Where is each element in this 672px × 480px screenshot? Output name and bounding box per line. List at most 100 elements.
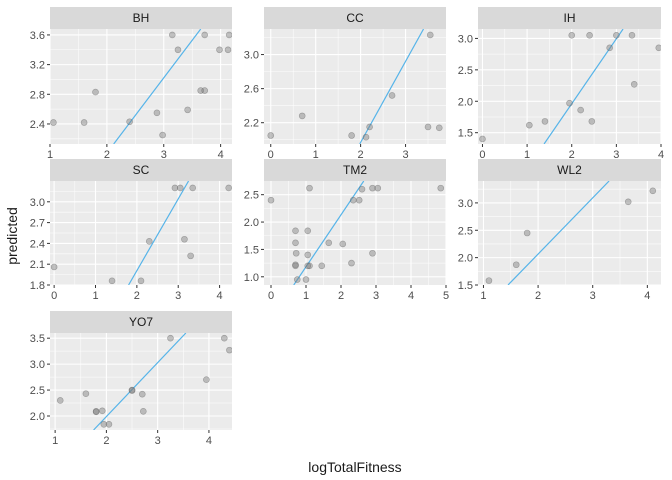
x-tick-label: 1 (313, 149, 319, 161)
y-tick-label: 2.7 (30, 218, 45, 230)
y-tick-label: 3.5 (30, 333, 45, 345)
data-point (267, 132, 275, 139)
data-point (201, 87, 208, 94)
facet-strip-label: CC (346, 11, 364, 25)
x-tick-label: 1 (303, 290, 309, 302)
y-tick-label: 2.4 (30, 119, 45, 131)
x-tick-label: 1 (480, 290, 486, 302)
x-tick-label: 4 (408, 290, 414, 302)
data-point (159, 131, 166, 139)
panel-content (50, 29, 232, 144)
data-point (92, 408, 100, 416)
data-point (50, 263, 58, 271)
data-point (358, 185, 366, 193)
data-point (292, 261, 299, 269)
x-tick-label: 3 (175, 290, 181, 302)
y-tick-label: 3.0 (458, 198, 473, 210)
facet-wl2: WL2 1.5 2.0 2.5 3.0 1 2 3 4 (458, 159, 661, 302)
x-tick-label: 4 (218, 149, 224, 161)
data-point (630, 81, 638, 88)
x-tick-label: 3 (155, 435, 161, 447)
data-point (349, 196, 357, 204)
x-tick-label: 4 (658, 149, 664, 161)
x-tick-label: 2 (358, 149, 364, 161)
x-tick-label: 0 (268, 149, 274, 161)
data-point (225, 184, 232, 192)
panel-content (50, 333, 232, 430)
facet-strip (50, 159, 232, 181)
data-point (171, 184, 179, 192)
data-point (523, 229, 531, 237)
x-tick-label: 2 (104, 149, 110, 161)
facet-cc: CC 2.2 2.6 3.0 0 1 2 3 (244, 7, 446, 161)
data-point (100, 420, 108, 428)
panel-content (264, 29, 446, 144)
panel-background (50, 29, 232, 144)
x-tick-label: 1 (524, 149, 530, 161)
data-point (369, 184, 376, 192)
data-point (187, 252, 194, 260)
facet-strip-label: BH (133, 11, 150, 25)
data-point (298, 112, 306, 120)
data-point (98, 407, 106, 415)
data-point (606, 44, 613, 52)
data-point (304, 251, 312, 259)
data-point (526, 121, 533, 129)
x-tick-label: 1 (52, 435, 58, 447)
facet-strip (50, 7, 232, 29)
data-point (181, 235, 188, 243)
y-tick-label: 3.0 (244, 50, 259, 62)
data-point (541, 118, 549, 125)
data-point (318, 262, 326, 270)
facet-strip-label: IH (564, 11, 576, 25)
data-point (566, 99, 573, 107)
x-tick-label: 0 (51, 290, 57, 302)
facet-strip (478, 159, 661, 181)
x-tick-label: 2 (338, 290, 344, 302)
facet-strip (264, 7, 446, 29)
fit-line (93, 333, 187, 430)
y-tick-label: 2.0 (458, 253, 473, 265)
data-point (437, 184, 445, 192)
data-point (588, 118, 596, 125)
facet-tm2: TM2 1.0 1.5 2.0 2.5 0 1 2 3 4 5 (244, 159, 449, 302)
data-point (302, 276, 310, 283)
data-point (174, 46, 182, 54)
x-tick-label: 2 (134, 290, 140, 302)
data-point (366, 123, 373, 131)
x-tick-label: 3 (161, 149, 167, 161)
x-tick-label: 3 (590, 290, 596, 302)
y-tick-label: 2.5 (458, 225, 473, 237)
data-point (105, 420, 113, 428)
y-tick-label: 2.4 (30, 238, 45, 250)
data-point (80, 119, 88, 126)
data-point (153, 109, 161, 117)
x-tick-label: 4 (217, 290, 223, 302)
y-tick-label: 2.0 (244, 217, 259, 229)
data-point (50, 119, 57, 126)
data-point (56, 397, 64, 404)
y-tick-label: 2.5 (244, 190, 259, 202)
facet-ih: IH 1.5 2.0 2.5 3.0 0 1 2 3 4 (458, 7, 664, 161)
data-point (348, 132, 355, 139)
data-point (267, 196, 275, 204)
facets-layer: BH 2.4 2.8 3.2 3.6 1 2 3 4 CC 2.2 2.6 3.0 0 1 2 3 IH 1.5 2.… (30, 7, 664, 447)
data-point (374, 184, 382, 192)
data-point (426, 31, 434, 39)
y-tick-label: 3.0 (30, 359, 45, 371)
data-point (189, 184, 197, 192)
data-point (435, 124, 443, 132)
x-tick-label: 1 (92, 290, 98, 302)
facet-bh: BH 2.4 2.8 3.2 3.6 1 2 3 4 (30, 7, 232, 161)
data-point (325, 239, 333, 247)
x-tick-label: 2 (535, 290, 541, 302)
panel-background (50, 333, 232, 430)
y-tick-label: 3.0 (30, 197, 45, 209)
panel-content (50, 181, 232, 285)
y-tick-label: 2.8 (30, 89, 45, 101)
data-point (628, 31, 636, 39)
y-tick-label: 1.8 (30, 280, 45, 292)
data-point (92, 88, 99, 96)
data-point (226, 346, 232, 354)
data-point (292, 227, 299, 235)
